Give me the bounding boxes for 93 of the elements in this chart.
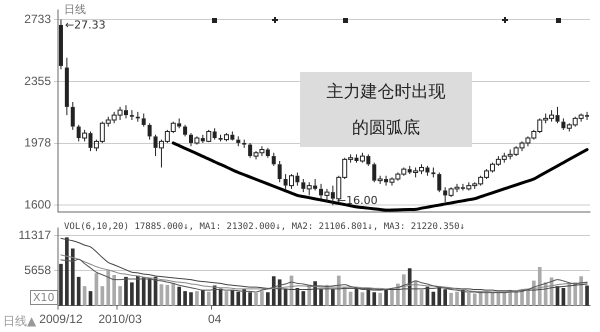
bar	[195, 291, 199, 306]
candlestick	[58, 19, 63, 70]
bar	[296, 288, 300, 306]
bar	[112, 275, 116, 306]
bar	[130, 282, 134, 306]
y-tick-label: 1600	[24, 198, 52, 212]
bar	[160, 284, 164, 306]
text: 日线▲	[3, 313, 36, 330]
x-tick-label: 04	[208, 312, 222, 326]
candlestick	[278, 160, 282, 183]
candlestick	[431, 167, 436, 178]
candlestick	[142, 112, 146, 128]
bar	[556, 286, 560, 306]
candlestick	[272, 152, 276, 166]
x-tick-label: 2010/03	[98, 312, 142, 326]
bar	[520, 290, 524, 306]
bar	[390, 288, 394, 306]
bar	[254, 292, 258, 306]
annotation: 主力建仓时出现的圆弧底	[300, 72, 472, 147]
annotation: ←16.00	[336, 194, 378, 208]
candlestick	[437, 172, 442, 193]
bar	[266, 292, 270, 306]
bar	[420, 290, 424, 306]
annotation: VOL(6,10,20) 17885.000↓, MA1: 21302.000↓, MA2: 21106.801↓, MA3: 21220.350↓	[62, 222, 467, 232]
bar	[82, 286, 86, 306]
bar	[118, 286, 122, 306]
bar	[585, 286, 589, 306]
bar	[290, 276, 294, 306]
bar	[449, 292, 453, 306]
bar	[432, 292, 436, 306]
bar	[59, 264, 63, 306]
y-tick-label: 5658	[24, 262, 52, 277]
candlestick	[136, 111, 140, 122]
bar	[200, 290, 205, 306]
bar	[354, 288, 358, 306]
bar	[443, 289, 448, 306]
bar	[206, 292, 211, 306]
bar	[455, 292, 459, 306]
bar	[148, 278, 152, 306]
bar	[248, 292, 252, 306]
bar	[466, 292, 471, 306]
bar	[171, 283, 176, 306]
bar	[106, 270, 110, 306]
bar	[183, 291, 187, 306]
bar	[384, 289, 388, 306]
text: X10	[30, 290, 58, 305]
bar	[301, 291, 306, 306]
x-tick-label: 2009/12	[39, 312, 83, 326]
line-series	[60, 238, 588, 292]
candlestick	[148, 122, 152, 140]
bar	[70, 248, 75, 306]
bar	[484, 292, 488, 306]
candlestick	[64, 57, 69, 116]
bar	[319, 289, 323, 306]
candlestick	[183, 124, 188, 137]
bar	[331, 289, 335, 306]
bar	[526, 289, 530, 306]
annotation: ←27.33	[64, 18, 106, 32]
bar	[378, 292, 382, 306]
candlestick	[70, 101, 75, 130]
bar	[260, 291, 264, 306]
bar	[230, 290, 234, 306]
bar	[65, 237, 69, 306]
bar	[562, 288, 566, 306]
y-tick-label: 2355	[24, 74, 52, 88]
bar	[76, 276, 81, 306]
bar	[177, 286, 182, 306]
bar	[88, 291, 92, 306]
bar	[472, 294, 477, 306]
bar	[348, 292, 352, 306]
bar	[94, 273, 98, 306]
bar	[166, 284, 170, 306]
y-tick-label: 11317	[18, 228, 52, 242]
bar	[426, 286, 430, 306]
candlestick	[242, 139, 246, 148]
bar	[224, 291, 228, 306]
bar	[360, 292, 364, 306]
candlestick	[130, 110, 134, 121]
bar	[189, 292, 193, 306]
y-tick-label: 2733	[24, 12, 52, 26]
bar	[124, 276, 128, 306]
bar	[490, 292, 494, 306]
line-series	[172, 141, 589, 212]
bar	[502, 292, 506, 306]
bar	[236, 292, 240, 306]
bar	[218, 288, 222, 306]
bar	[154, 276, 158, 306]
bar	[284, 288, 288, 306]
y-tick-label: 1978	[24, 136, 52, 150]
candlestick	[236, 136, 240, 147]
bar	[100, 286, 104, 306]
bar	[372, 292, 376, 306]
annotation: 日线	[64, 2, 86, 17]
